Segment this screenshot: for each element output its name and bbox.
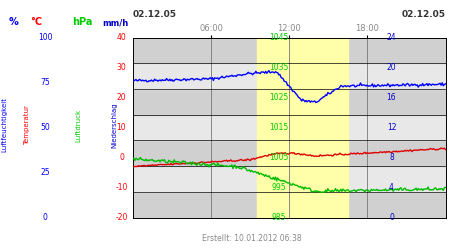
Bar [133,192,446,218]
Text: 16: 16 [387,93,396,102]
Text: 995: 995 [272,183,286,192]
Bar [256,38,348,218]
Text: Temperatur: Temperatur [24,105,30,145]
Text: 1025: 1025 [270,93,288,102]
Text: Luftdruck: Luftdruck [76,108,82,142]
Text: 30: 30 [117,63,126,72]
Text: 50: 50 [40,123,50,132]
Text: 20: 20 [387,63,396,72]
Text: Erstellt: 10.01.2012 06:38: Erstellt: 10.01.2012 06:38 [202,234,302,243]
Text: 20: 20 [117,93,126,102]
Text: 985: 985 [272,213,286,222]
Text: 12: 12 [387,123,396,132]
Bar [133,115,446,140]
Text: Luftfeuchtigkeit: Luftfeuchtigkeit [1,98,8,152]
Text: 100: 100 [38,33,52,42]
Text: 25: 25 [40,168,50,177]
Text: 1005: 1005 [269,153,289,162]
Text: 0: 0 [389,213,394,222]
Text: -20: -20 [115,213,128,222]
Text: 24: 24 [387,33,396,42]
Text: 75: 75 [40,78,50,87]
Bar [133,89,446,115]
Text: 1045: 1045 [269,33,289,42]
Text: Niederschlag: Niederschlag [112,102,118,148]
Text: 1035: 1035 [269,63,289,72]
Text: 10: 10 [117,123,126,132]
Text: -10: -10 [115,183,128,192]
Text: mm/h: mm/h [102,18,129,27]
Text: 40: 40 [117,33,126,42]
Text: 1015: 1015 [270,123,288,132]
Text: 0: 0 [119,153,124,162]
Bar [133,38,446,63]
Text: 8: 8 [389,153,394,162]
Text: 4: 4 [389,183,394,192]
Text: 0: 0 [43,213,47,222]
Text: 02.12.05: 02.12.05 [401,10,446,20]
Text: 02.12.05: 02.12.05 [133,10,177,20]
Bar [133,166,446,192]
Text: hPa: hPa [72,17,93,27]
Text: %: % [9,17,18,27]
Bar [133,63,446,89]
Text: °C: °C [30,17,42,27]
Bar [133,140,446,166]
